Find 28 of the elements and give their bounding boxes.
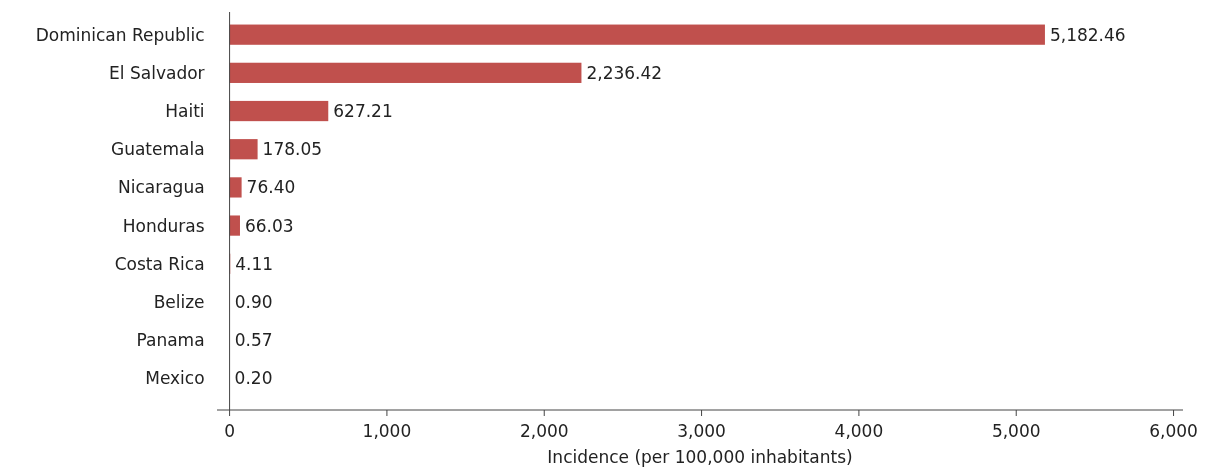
y-tick-label: Guatemala (110, 139, 205, 160)
x-tick-label: 5,000 (991, 421, 1041, 441)
y-tick-label: Nicaragua (117, 177, 205, 198)
y-tick-label: Dominican Republic (35, 24, 205, 45)
x-tick-label: 6,000 (1149, 421, 1198, 441)
data-label: 5,182.46 (1049, 24, 1126, 45)
x-tick-label: 0 (224, 421, 235, 441)
x-tick-label: 2,000 (519, 421, 569, 441)
y-tick-label: Honduras (122, 215, 205, 236)
y-tick-label: Haiti (165, 100, 205, 121)
x-axis-title: Incidence (per 100,000 inhabitants) (547, 447, 853, 467)
data-label: 0.20 (234, 368, 273, 389)
y-tick-label: Mexico (145, 368, 205, 389)
data-label: 66.03 (244, 215, 294, 236)
data-label: 2,236.42 (586, 62, 663, 83)
data-label: 627.21 (333, 100, 393, 121)
data-label: 0.57 (234, 330, 273, 351)
x-tick-label: 3,000 (677, 421, 726, 441)
y-tick-label: El Salvador (109, 62, 205, 83)
data-label: 4.11 (235, 253, 274, 274)
y-tick-label: Panama (136, 330, 205, 351)
x-tick-label: 4,000 (834, 421, 884, 441)
data-label: 76.40 (246, 177, 296, 198)
data-label: 0.90 (234, 291, 273, 312)
y-tick-label: Belize (153, 291, 205, 312)
y-tick-label: Costa Rica (114, 253, 205, 274)
x-tick-label: 1,000 (362, 421, 412, 441)
data-label: 178.05 (262, 139, 323, 160)
